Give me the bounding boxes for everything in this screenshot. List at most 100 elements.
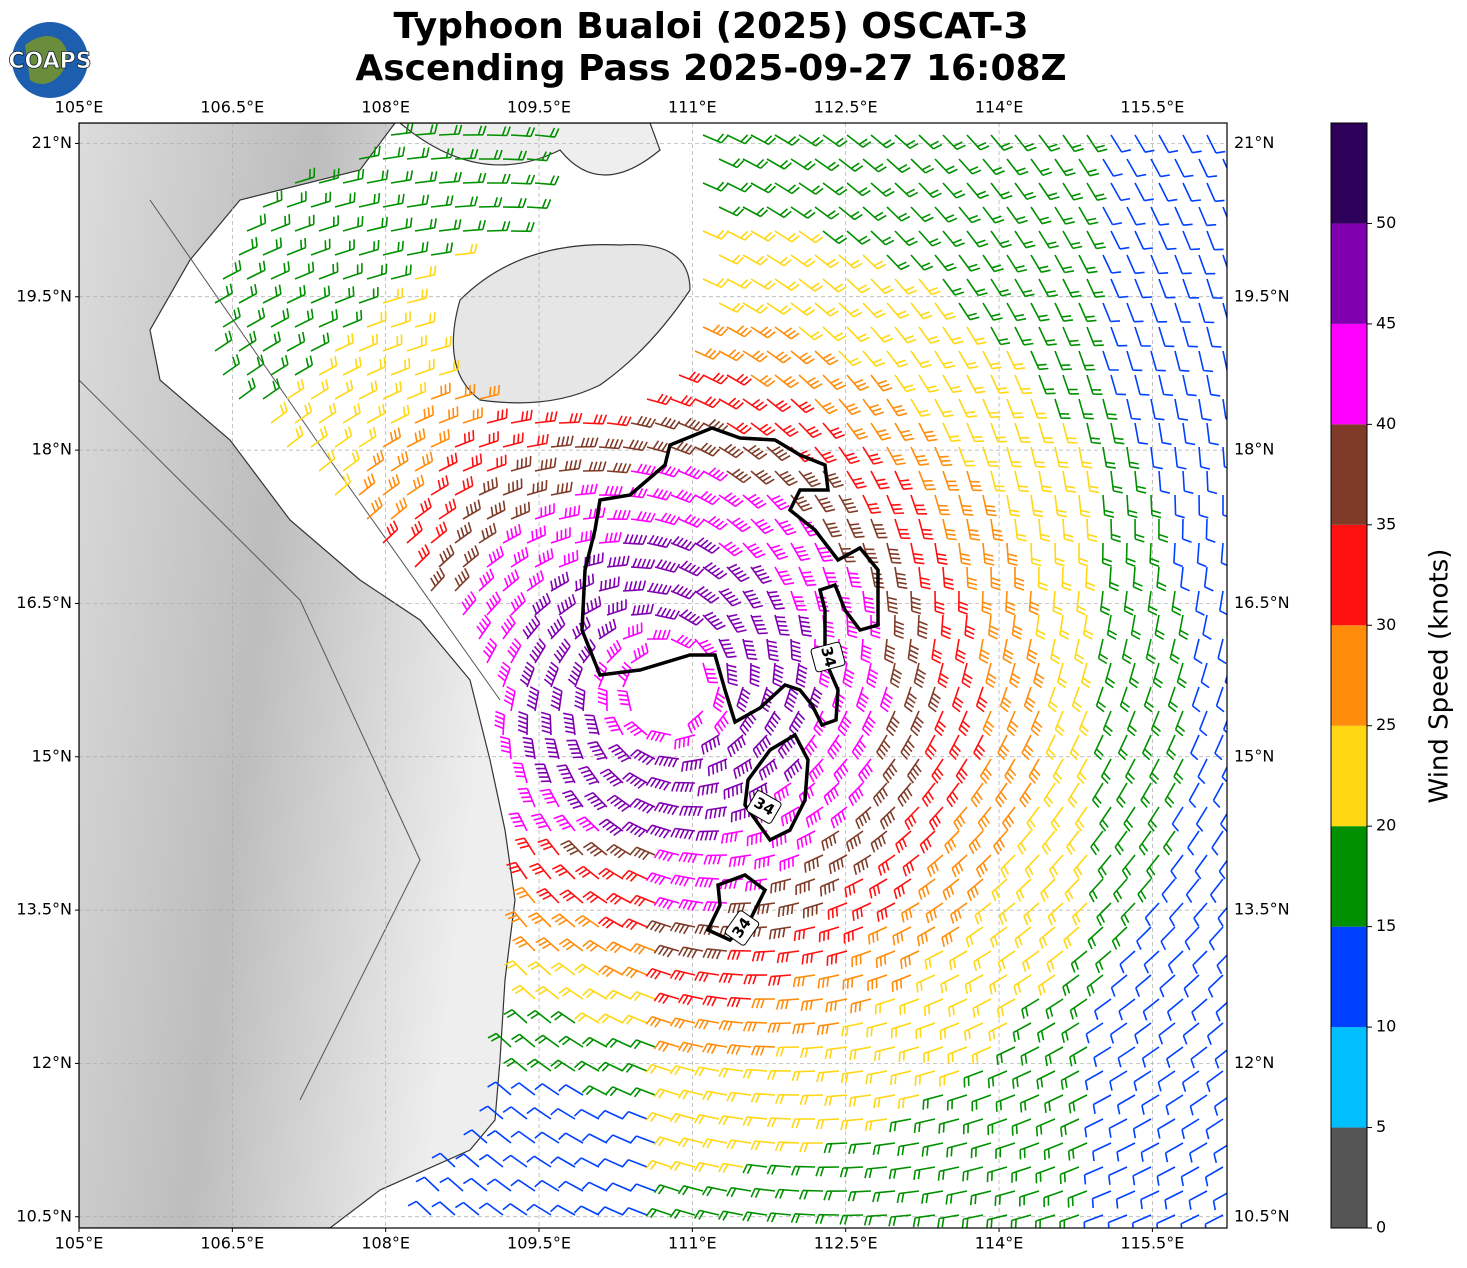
wind-barb	[918, 374, 939, 393]
wind-barb	[1123, 806, 1136, 832]
wind-barb	[1046, 950, 1064, 973]
wind-barb	[742, 589, 764, 609]
wind-barb	[975, 854, 992, 878]
wind-barb	[1102, 158, 1123, 177]
wind-barb	[544, 738, 560, 760]
wind-barb	[1216, 953, 1227, 975]
wind-barb	[430, 429, 450, 448]
wind-barb	[1156, 1214, 1176, 1228]
wind-barb	[1068, 1094, 1088, 1114]
wind-barb	[1180, 566, 1190, 592]
wind-barb	[1182, 374, 1197, 397]
wind-barb	[800, 1046, 824, 1058]
wind-barb	[1030, 398, 1048, 419]
wind-barb	[1150, 494, 1162, 519]
wind-barb	[1231, 471, 1241, 494]
wind-barb	[645, 1015, 672, 1028]
wind-barb	[1006, 542, 1018, 567]
wind-barb	[1206, 278, 1223, 299]
wind-barb	[1174, 206, 1193, 226]
wind-barb	[825, 998, 848, 1013]
wind-barb	[1078, 158, 1100, 177]
wind-barb	[958, 254, 981, 272]
wind-barb	[894, 422, 915, 442]
wind-barb	[942, 134, 966, 151]
wind-barb	[270, 355, 289, 376]
wind-barb	[578, 765, 600, 785]
wind-barb	[707, 758, 728, 777]
wind-barb	[1178, 614, 1189, 640]
wind-barb	[801, 950, 824, 965]
wind-barb	[990, 470, 1006, 492]
wind-barb	[479, 149, 503, 160]
wind-barb	[988, 1022, 1008, 1042]
wind-barb	[973, 950, 992, 971]
wind-barb	[529, 638, 546, 664]
wind-barb	[1043, 1142, 1064, 1161]
wind-barb	[1126, 302, 1144, 323]
wind-barb	[654, 416, 681, 430]
wind-barb	[1006, 206, 1028, 225]
wind-barb	[1192, 950, 1208, 974]
wind-barb	[815, 1166, 840, 1177]
wind-barb	[833, 758, 849, 783]
wind-barb	[694, 971, 720, 983]
wind-barb	[598, 867, 624, 880]
wind-barb	[940, 614, 952, 640]
wind-barb	[677, 1089, 704, 1100]
wind-barb	[944, 830, 960, 854]
wind-barb	[262, 378, 281, 400]
wind-barb	[1067, 782, 1080, 808]
wind-barb	[1076, 590, 1087, 616]
wind-barb	[1158, 374, 1174, 397]
wind-barb	[678, 899, 704, 911]
wind-barb	[1076, 758, 1088, 785]
wind-barb	[334, 473, 352, 496]
wind-barb	[1110, 374, 1127, 396]
wind-barb	[1045, 998, 1064, 1020]
wind-barb	[677, 993, 704, 1006]
wind-barb	[1166, 1046, 1184, 1069]
wind-barb	[1174, 398, 1189, 421]
wind-barb	[1038, 182, 1060, 201]
wind-barb	[390, 217, 413, 232]
wind-barb	[846, 566, 862, 588]
wind-barb	[407, 1200, 432, 1216]
wind-barb	[1171, 806, 1184, 832]
y-tick-label: 19.5°N	[1234, 286, 1290, 305]
wind-barb	[846, 326, 870, 343]
wind-barb	[894, 182, 919, 198]
wind-barb	[860, 638, 872, 664]
wind-barb	[1086, 230, 1106, 250]
wind-barb	[918, 878, 936, 900]
wind-barb	[654, 464, 681, 478]
wind-barb	[1138, 830, 1152, 856]
wind-barb	[718, 1020, 744, 1031]
wind-barb	[1092, 1142, 1112, 1162]
wind-barb	[1005, 590, 1016, 616]
wind-barb	[949, 902, 968, 924]
wind-barb	[454, 522, 472, 544]
wind-barb	[390, 123, 414, 136]
mainland	[79, 123, 516, 1228]
wind-barb	[1047, 686, 1058, 713]
wind-barb	[382, 287, 404, 304]
wind-barb	[744, 878, 768, 892]
wind-barb	[907, 758, 922, 784]
wind-barb	[270, 261, 290, 280]
wind-barb	[1066, 830, 1080, 856]
wind-barb	[382, 193, 405, 208]
wind-barb	[726, 996, 752, 1008]
wind-barb	[222, 354, 241, 376]
wind-barb	[653, 992, 680, 1005]
wind-barb	[958, 446, 976, 467]
wind-barb	[1231, 375, 1244, 396]
wind-barb	[870, 422, 892, 441]
wind-barb	[1062, 230, 1083, 250]
wind-barb	[718, 158, 745, 169]
wind-barb	[390, 404, 410, 424]
wind-barb	[798, 1189, 824, 1200]
wind-barb	[898, 1046, 920, 1063]
wind-barb	[1159, 974, 1176, 998]
